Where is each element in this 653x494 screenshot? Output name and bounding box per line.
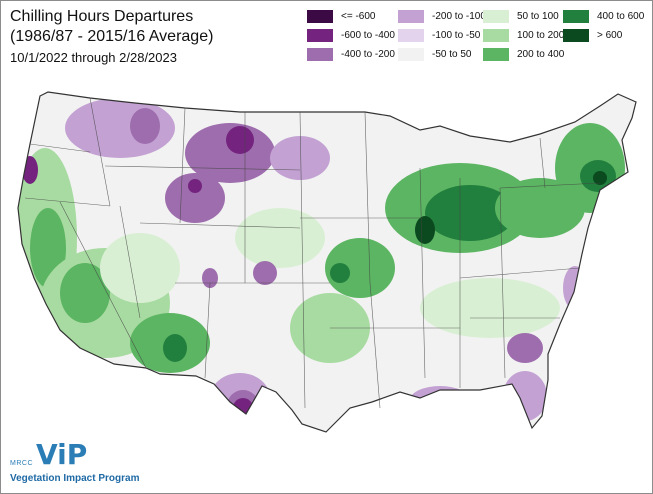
legend-swatch [483,47,509,61]
state-line-wa-id [89,97,111,207]
legend-label: -600 to -400 [341,29,395,41]
state-line-ny-vt [539,137,546,189]
legend-item-50-100: 50 to 100 [483,8,559,24]
state-line-plains-east [299,111,306,409]
legend-swatch [307,47,333,61]
legend-swatch [483,28,509,42]
zone-illinois-core [415,216,435,244]
legend-item-400-200: -400 to -200 [307,46,395,62]
state-line-il-in [419,167,426,379]
state-line-mt-west [179,107,186,224]
legend-swatch [563,9,589,23]
legend-label: 200 to 400 [517,48,565,60]
zone-idaho [130,108,160,144]
us-outline [17,91,637,433]
legend-swatch [483,9,509,23]
legend-swatch [307,28,333,42]
logo-org: MRCC [10,460,33,467]
legend-label: -100 to -50 [432,29,481,41]
legend-label: 400 to 600 [597,10,645,22]
zone-boston-core [593,171,607,185]
vip-logo: MRCC ViP Vegetation Impact Program [6,438,156,490]
zone-kansas-spot [253,261,277,285]
legend-label: 100 to 200 [517,29,565,41]
logo-program: Vegetation Impact Program [10,473,140,484]
state-line-ky-va [459,267,581,279]
legend-swatch [563,28,589,42]
legend-item-100-50: -100 to -50 [398,27,480,43]
title-line-2: (1986/87 - 2015/16 Average) [10,28,214,45]
state-boundaries [24,97,601,409]
state-line-oh-pa [499,187,506,379]
map-title: Chilling Hours Departures (1986/87 - 201… [10,7,213,47]
state-line-row-mid [139,222,301,229]
state-line-or-ca [24,197,111,207]
zone-missouri [325,238,395,298]
zone-plains [235,208,325,268]
legend-swatch [307,9,333,23]
legend-label: -200 to -100 [432,10,486,22]
legend-item-100-200: 100 to 200 [483,27,564,43]
state-line-az-nm [204,282,211,379]
state-line-row-north [104,165,301,171]
legend-item-200-100: -200 to -100 [398,8,486,24]
zone-southeast [420,278,560,338]
legend-swatch [398,28,424,42]
state-line-ny-pa [499,182,601,189]
zone-ohio-valley [425,185,515,241]
legend-label: > 600 [597,29,623,41]
zone-california-core [60,263,110,323]
legend-label: -400 to -200 [341,48,395,60]
logo-mark: ViP [36,438,88,471]
zone-arizona-core [163,334,187,362]
departure-fill [18,92,636,432]
legend-item-le-600: <= -600 [307,8,375,24]
state-line-ca-nv [59,201,147,369]
legend-item-50-50: -50 to 50 [398,46,471,62]
zone-great-basin [100,233,180,303]
zone-missouri-core [330,263,350,283]
legend-item-600-400: -600 to -400 [307,27,395,43]
legend-label: -50 to 50 [432,48,472,60]
zone-georgia-spot [507,333,543,363]
legend-item-gt-600: > 600 [563,27,622,43]
state-line-nv-ut [119,205,141,319]
zone-florida [503,371,547,421]
legend-swatch [398,9,424,23]
legend-swatch [398,47,424,61]
us-departure-map [17,91,637,433]
legend: <= -600 -600 to -400 -400 to -200 -200 t… [307,8,647,68]
state-line-mn-south [364,111,381,409]
zone-dakotas [270,136,330,180]
zone-wyoming-core [188,179,202,193]
legend-item-200-400: 200 to 400 [483,46,564,62]
zone-montana-core [226,126,254,154]
title-line-1: Chilling Hours Departures [10,8,194,25]
legend-label: 50 to 100 [517,10,559,22]
legend-label: <= -600 [341,10,376,22]
date-range: 10/1/2022 through 2/28/2023 [10,50,177,65]
state-line-wa-or [29,143,91,153]
legend-item-400-600: 400 to 600 [563,8,644,24]
zone-wyoming [165,173,225,223]
